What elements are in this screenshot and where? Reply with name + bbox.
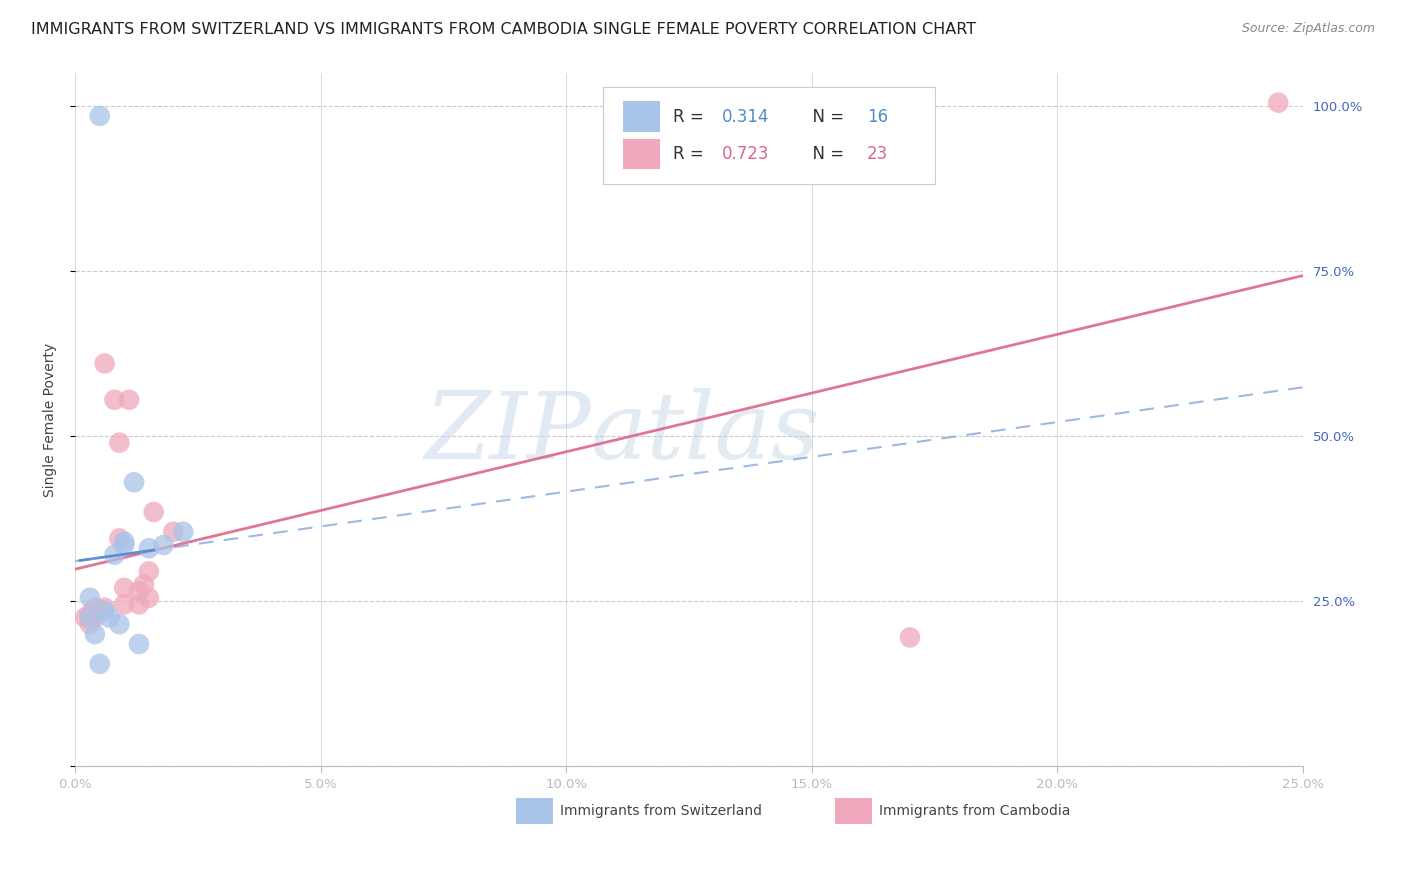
Text: atlas: atlas	[591, 388, 820, 478]
Text: IMMIGRANTS FROM SWITZERLAND VS IMMIGRANTS FROM CAMBODIA SINGLE FEMALE POVERTY CO: IMMIGRANTS FROM SWITZERLAND VS IMMIGRANT…	[31, 22, 976, 37]
Point	[152, 538, 174, 552]
Text: N =: N =	[801, 145, 849, 163]
Point	[89, 109, 111, 123]
Point	[93, 604, 115, 618]
Point	[79, 607, 101, 622]
Point	[142, 505, 165, 519]
Point	[83, 600, 105, 615]
Point	[132, 577, 155, 591]
Point	[89, 657, 111, 671]
Point	[112, 581, 135, 595]
Point	[128, 637, 150, 651]
Point	[112, 538, 135, 552]
Point	[73, 610, 96, 624]
Point	[118, 392, 141, 407]
Point	[898, 631, 921, 645]
Y-axis label: Single Female Poverty: Single Female Poverty	[44, 343, 58, 497]
Point	[172, 524, 194, 539]
Point	[138, 565, 160, 579]
Text: 16: 16	[868, 108, 889, 126]
FancyBboxPatch shape	[835, 798, 872, 824]
Point	[112, 534, 135, 549]
Point	[162, 524, 184, 539]
Point	[128, 584, 150, 599]
FancyBboxPatch shape	[623, 102, 659, 132]
Point	[108, 435, 131, 450]
Text: Source: ZipAtlas.com: Source: ZipAtlas.com	[1241, 22, 1375, 36]
Text: Immigrants from Switzerland: Immigrants from Switzerland	[560, 805, 762, 818]
Point	[112, 598, 135, 612]
Point	[138, 541, 160, 556]
Point	[103, 392, 125, 407]
Text: ZIP: ZIP	[425, 388, 591, 478]
Point	[122, 475, 145, 490]
Text: R =: R =	[673, 108, 709, 126]
Point	[79, 617, 101, 632]
Point	[108, 617, 131, 632]
Point	[128, 598, 150, 612]
FancyBboxPatch shape	[516, 798, 553, 824]
Text: R =: R =	[673, 145, 709, 163]
Point	[138, 591, 160, 605]
Point	[93, 600, 115, 615]
Text: 0.723: 0.723	[723, 145, 769, 163]
FancyBboxPatch shape	[623, 139, 659, 169]
Point	[79, 591, 101, 605]
Point	[83, 627, 105, 641]
Point	[98, 610, 121, 624]
Text: 0.314: 0.314	[723, 108, 769, 126]
Point	[103, 548, 125, 562]
Point	[108, 532, 131, 546]
Point	[93, 356, 115, 370]
FancyBboxPatch shape	[603, 87, 935, 184]
Point	[79, 610, 101, 624]
Point	[83, 610, 105, 624]
Text: N =: N =	[801, 108, 849, 126]
Text: Immigrants from Cambodia: Immigrants from Cambodia	[879, 805, 1070, 818]
Point	[79, 610, 101, 624]
Text: 23: 23	[868, 145, 889, 163]
Point	[1267, 95, 1289, 110]
